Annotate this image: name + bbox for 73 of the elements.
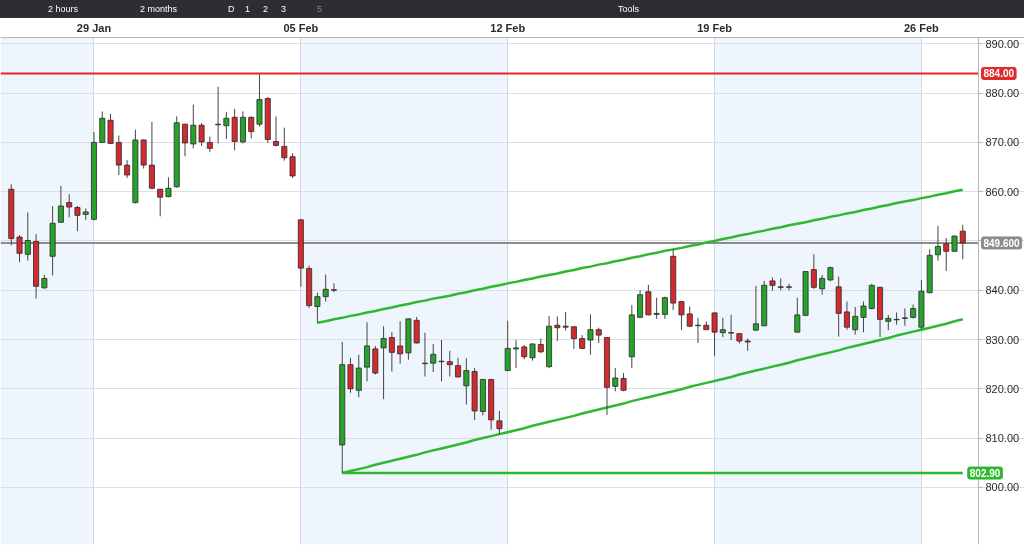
candlestick — [57, 185, 64, 224]
candlestick — [380, 325, 387, 400]
text: 1 — [245, 3, 251, 15]
candlestick — [314, 292, 321, 324]
y-tick-label: 820.00 — [985, 382, 1020, 395]
candlestick — [959, 224, 966, 260]
candlestick — [819, 274, 826, 296]
candlestick — [74, 205, 81, 232]
candlestick — [570, 325, 577, 350]
candlestick — [24, 211, 31, 262]
text: 2 months — [140, 3, 178, 15]
candlestick — [182, 123, 188, 157]
candlestick — [322, 273, 329, 303]
y-tick-label: 860.00 — [985, 185, 1020, 198]
text: Tools — [618, 3, 640, 15]
candlestick — [446, 350, 453, 377]
candlestick — [430, 343, 437, 373]
candlestick — [637, 289, 644, 319]
candlestick — [107, 113, 114, 145]
y-tick-label: 880.00 — [985, 87, 1020, 100]
candlestick — [719, 317, 726, 338]
ref-line-label: 884.00 — [983, 68, 1015, 80]
text: 2 hours — [48, 3, 79, 15]
candlestick — [587, 313, 594, 356]
ref-line-label: 849.600 — [983, 237, 1021, 249]
candlestick — [248, 115, 255, 140]
y-tick-label: 840.00 — [985, 284, 1020, 297]
data-label: 802.90 — [969, 468, 1001, 480]
y-tick-label: 800.00 — [985, 481, 1020, 494]
candlestick — [355, 354, 362, 398]
x-tick-label: 19 Feb — [697, 21, 733, 34]
candlestick — [786, 283, 792, 291]
candlestick — [16, 234, 23, 263]
candlestick — [843, 301, 850, 331]
candlestick — [364, 321, 371, 382]
candlestick — [115, 135, 122, 176]
candlestick — [513, 339, 519, 369]
candlestick — [504, 320, 511, 372]
candlestick — [66, 193, 73, 218]
line-series — [316, 188, 965, 325]
candlestick — [273, 115, 279, 147]
x-tick-label: 26 Feb — [903, 21, 940, 34]
x-tick-label: 12 Feb — [490, 21, 526, 34]
candlestick — [157, 188, 164, 217]
candlestick — [728, 314, 735, 341]
candlestick — [148, 121, 155, 190]
text: 2 — [263, 3, 269, 15]
candlestick — [388, 331, 395, 373]
y-tick-label: 830.00 — [985, 333, 1020, 346]
x-tick-label: 29 Jan — [76, 21, 112, 34]
candlestick — [810, 253, 817, 290]
x-tick-label: 05 Feb — [283, 21, 319, 34]
candlestick — [678, 300, 685, 331]
candlestick — [455, 357, 462, 378]
candlestick — [934, 225, 941, 262]
y-tick-label: 890.00 — [985, 37, 1020, 50]
candlestick — [943, 237, 950, 272]
candlestick — [868, 283, 875, 310]
candlestick — [711, 311, 718, 357]
candlestick — [860, 301, 867, 333]
text: D — [228, 3, 235, 15]
candlestick — [852, 306, 859, 336]
candlestick — [496, 410, 503, 435]
y-tick-label: 810.00 — [985, 432, 1020, 445]
text: 3 — [281, 3, 287, 15]
y-tick-label: 870.00 — [985, 136, 1020, 149]
candlestick — [397, 320, 404, 365]
candlestick — [330, 282, 337, 293]
text: 5 — [317, 3, 323, 15]
candlestick — [438, 339, 445, 382]
candlestick — [752, 285, 759, 332]
candlestick — [612, 367, 619, 392]
candlestick — [901, 307, 908, 327]
